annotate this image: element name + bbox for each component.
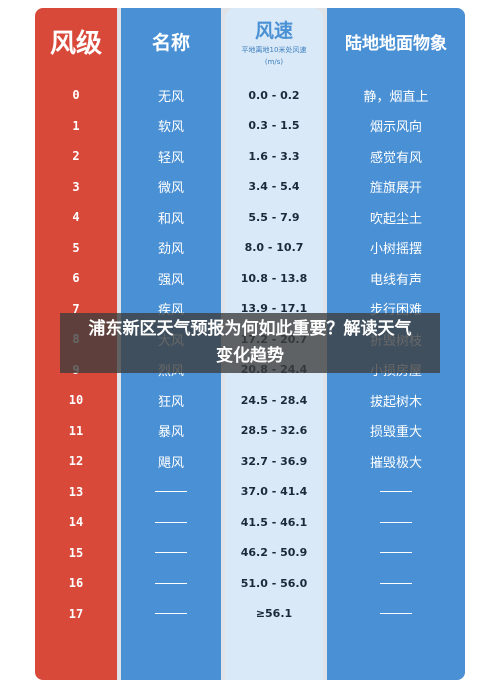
land-cell: 静，烟直上: [363, 89, 429, 105]
level-cell: 15: [68, 545, 84, 560]
speed-cell: 24.5 - 28.4: [240, 393, 308, 407]
land-cell: [327, 477, 465, 508]
land-cell: 烟示风向: [369, 120, 422, 136]
level-cell: 3: [72, 179, 80, 194]
header-land: 陆地地面物象: [345, 33, 447, 54]
level-cell: 17: [68, 606, 84, 621]
speed-cell: 0.3 - 1.5: [248, 119, 300, 133]
level-cell: 0: [72, 88, 80, 103]
speed-cell: 3.4 - 5.4: [248, 180, 300, 194]
table-row: 17 ≥56.1: [35, 599, 465, 630]
header-speed-title: 风速: [254, 19, 293, 42]
empty-dash: [155, 613, 187, 615]
level-cell: 11: [68, 423, 84, 438]
speed-cell: 32.7 - 36.9: [240, 454, 308, 468]
name-cell: 暴风: [157, 425, 184, 441]
name-cell: 劲风: [157, 242, 184, 258]
empty-dash: [155, 552, 187, 554]
speed-cell: 13.9 - 17.1: [240, 302, 308, 316]
table-row: 5 劲风 8.0 - 10.7 小树摇摆: [35, 233, 465, 264]
table-row: 15 46.2 - 50.9: [35, 538, 465, 569]
table-row: 2 轻风 1.6 - 3.3 感觉有风: [35, 141, 465, 172]
header-speed-unit: (m/s): [264, 57, 284, 66]
empty-dash: [155, 491, 187, 493]
article-title[interactable]: 浦东新区天气预报为何如此重要？解读天气变化趋势: [88, 319, 412, 366]
speed-cell: 10.8 - 13.8: [240, 271, 308, 285]
level-cell: 12: [68, 454, 84, 469]
land-cell: 拔起树木: [369, 394, 422, 410]
empty-dash: [380, 613, 412, 615]
name-cell: 软风: [157, 120, 184, 136]
speed-cell: 5.5 - 7.9: [248, 210, 300, 224]
empty-dash: [380, 582, 412, 584]
empty-dash: [380, 491, 412, 493]
name-cell: [121, 507, 221, 538]
empty-dash: [380, 521, 412, 523]
land-cell: 摧毁极大: [369, 455, 422, 471]
name-cell: 轻风: [157, 150, 184, 166]
land-cell: [327, 568, 465, 599]
level-cell: 14: [68, 515, 84, 530]
level-cell: 13: [68, 484, 84, 499]
header-speed-subtitle: 平地离地10米处风速: [241, 45, 307, 54]
speed-cell: 28.5 - 32.6: [240, 424, 308, 438]
name-cell: 和风: [157, 211, 184, 227]
land-cell: [327, 599, 465, 630]
table-row: 4 和风 5.5 - 7.9 吹起尘土: [35, 202, 465, 233]
name-cell: [121, 538, 221, 569]
speed-cell: 51.0 - 56.0: [240, 576, 308, 590]
level-cell: 6: [72, 271, 80, 286]
table-row: 3 微风 3.4 - 5.4 旌旗展开: [35, 172, 465, 203]
speed-cell: 46.2 - 50.9: [240, 546, 308, 560]
name-cell: [121, 599, 221, 630]
header-level: 风级: [49, 28, 102, 59]
empty-dash: [155, 521, 187, 523]
name-cell: 狂风: [157, 394, 184, 410]
speed-cell: ≥56.1: [255, 607, 293, 621]
level-cell: 7: [72, 301, 80, 316]
speed-cell: 8.0 - 10.7: [244, 241, 304, 255]
empty-dash: [380, 552, 412, 554]
land-cell: 感觉有风: [369, 150, 422, 166]
speed-cell: 0.0 - 0.2: [248, 88, 300, 102]
table-row: 16 51.0 - 56.0: [35, 568, 465, 599]
level-cell: 2: [72, 149, 80, 164]
land-cell: 电线有声: [369, 272, 422, 288]
name-cell: 无风: [157, 89, 184, 105]
header-speed: 风速 平地离地10米处风速 (m/s): [225, 8, 323, 74]
speed-cell: 41.5 - 46.1: [240, 515, 308, 529]
level-cell: 4: [72, 210, 80, 225]
level-cell: 5: [72, 240, 80, 255]
land-cell: 吹起尘土: [369, 211, 422, 227]
name-cell: [121, 477, 221, 508]
level-cell: 10: [68, 393, 84, 408]
name-cell: 微风: [157, 181, 184, 197]
name-cell: [121, 568, 221, 599]
table-row: 11 暴风 28.5 - 32.6 损毁重大: [35, 416, 465, 447]
land-cell: 小树摇摆: [369, 242, 422, 258]
table-row: 13 37.0 - 41.4: [35, 477, 465, 508]
article-title-overlay[interactable]: 浦东新区天气预报为何如此重要？解读天气变化趋势: [60, 313, 440, 373]
land-cell: [327, 538, 465, 569]
table-row: 6 强风 10.8 - 13.8 电线有声: [35, 263, 465, 294]
land-cell: 旌旗展开: [369, 181, 422, 197]
speed-cell: 37.0 - 41.4: [240, 485, 308, 499]
level-cell: 1: [72, 118, 80, 133]
empty-dash: [155, 582, 187, 584]
land-cell: 损毁重大: [369, 425, 422, 441]
table-row: 12 飓风 32.7 - 36.9 摧毁极大: [35, 446, 465, 477]
land-cell: [327, 507, 465, 538]
level-cell: 16: [68, 576, 84, 591]
speed-cell: 1.6 - 3.3: [248, 149, 300, 163]
table-row: 14 41.5 - 46.1: [35, 507, 465, 538]
name-cell: 强风: [157, 272, 184, 288]
name-cell: 飓风: [157, 455, 184, 471]
table-row: 1 软风 0.3 - 1.5 烟示风向: [35, 111, 465, 142]
header-name: 名称: [151, 31, 190, 54]
table-row: 0 无风 0.0 - 0.2 静，烟直上: [35, 80, 465, 111]
table-row: 10 狂风 24.5 - 28.4 拔起树木: [35, 385, 465, 416]
